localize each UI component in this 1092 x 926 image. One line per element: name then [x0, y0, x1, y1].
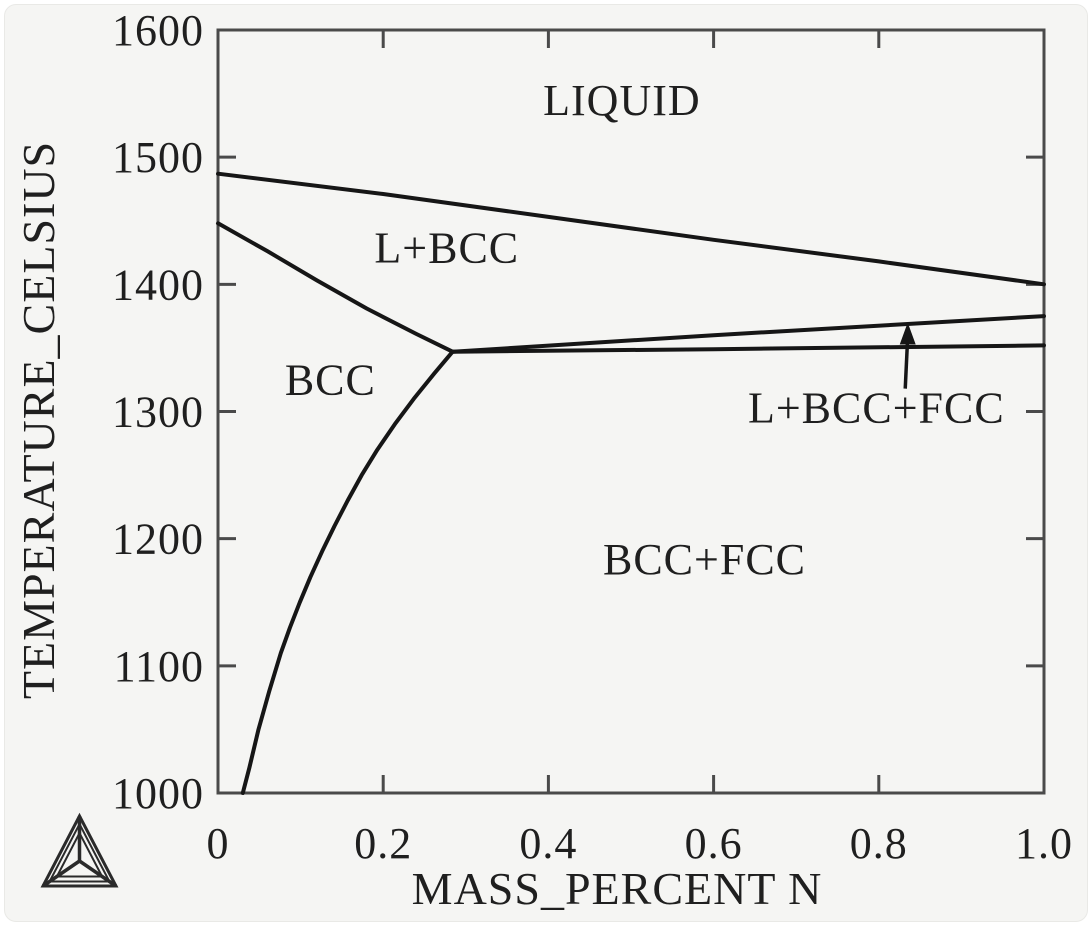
- region-label-l-bcc: L+BCC: [374, 223, 519, 272]
- axis-tick-labels: 1000 1100 1200 1300 1400 1500 1600 0 0.2 0.4 0.6 0.…: [112, 6, 1073, 868]
- y-tick-label: 1200: [112, 515, 204, 564]
- logo-triangle: [40, 812, 119, 888]
- boundary-l-bcc-fcc-lower: [450, 343, 1046, 354]
- thermo-calc-logo-icon: [40, 812, 119, 888]
- boundary-bcc-solvus: [240, 349, 455, 795]
- y-tick-label: 1600: [112, 6, 204, 55]
- y-tick-label: 1500: [112, 133, 204, 182]
- x-tick-label: 0.8: [850, 819, 908, 868]
- x-tick-label: 0.4: [519, 819, 577, 868]
- region-label-bcc: BCC: [285, 356, 376, 405]
- region-label-liquid: LIQUID: [543, 76, 701, 125]
- boundary-l-bcc-fcc-upper: [450, 314, 1046, 354]
- logo-triangle: [47, 821, 112, 883]
- x-tick-label: 0: [207, 819, 230, 868]
- annotation-arrow: [899, 322, 916, 389]
- arrow-shaft: [903, 336, 910, 389]
- logo-spoke: [78, 859, 117, 888]
- region-label-bcc-fcc: BCC+FCC: [603, 535, 806, 584]
- x-tick-label: 0.2: [354, 819, 412, 868]
- y-tick-label: 1400: [112, 260, 204, 309]
- phase-boundary-lines: [216, 171, 1046, 795]
- x-tick-label: 0.6: [685, 819, 743, 868]
- region-label-l-bcc-fcc: L+BCC+FCC: [748, 384, 1005, 433]
- boundary-solidus: [216, 221, 455, 354]
- phase-region-labels: LIQUID L+BCC BCC L+BCC+FCC BCC+FCC: [285, 76, 1005, 584]
- x-axis-title: MASS_PERCENT N: [412, 863, 823, 914]
- arrow-head: [899, 322, 916, 345]
- logo-triangle: [55, 830, 104, 878]
- y-tick-label: 1000: [112, 769, 204, 818]
- y-tick-label: 1300: [112, 388, 204, 437]
- y-axis-title: TEMPERATURE_CELSIUS: [13, 141, 64, 699]
- y-tick-label: 1100: [114, 642, 204, 691]
- logo-spoke: [42, 859, 81, 888]
- diagram-panel: [4, 4, 1088, 922]
- boundary-liquidus: [216, 171, 1046, 287]
- x-tick-label: 1.0: [1015, 819, 1073, 868]
